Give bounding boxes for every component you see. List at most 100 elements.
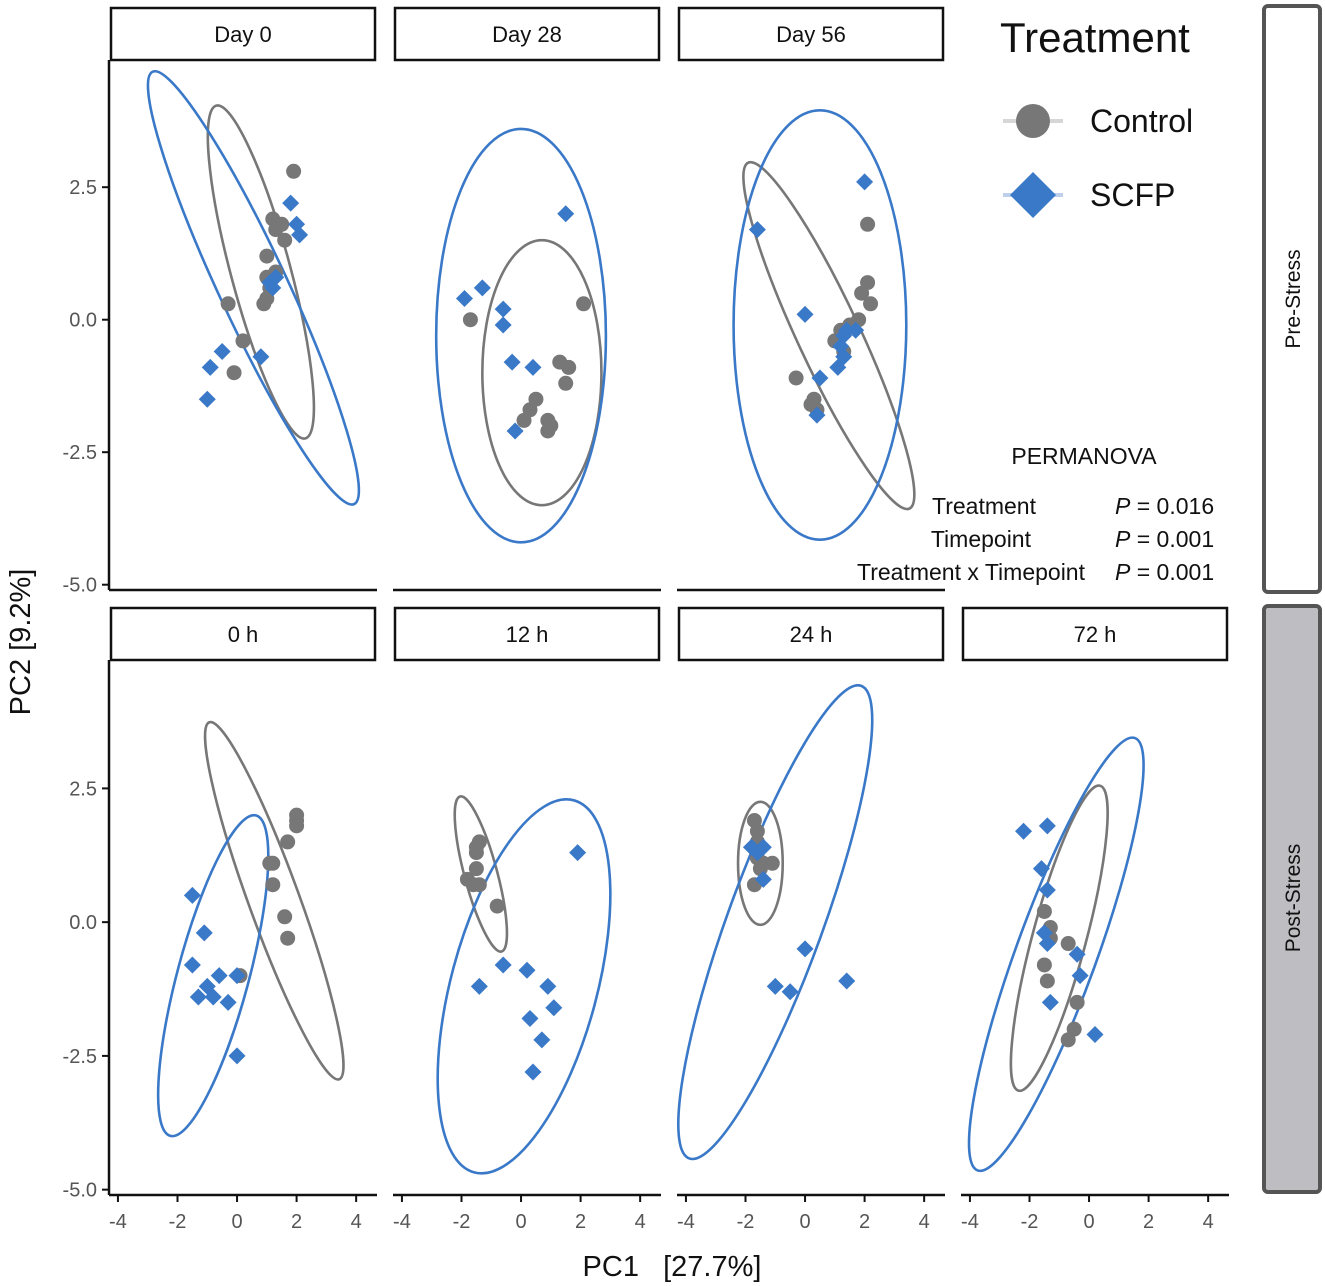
- point-scfp: [473, 279, 491, 297]
- point-scfp: [1068, 945, 1086, 963]
- y-tick-label: 0.0: [69, 310, 97, 332]
- legend-key-scfp: [1010, 172, 1056, 218]
- point-scfp: [524, 1063, 542, 1081]
- point-scfp: [228, 967, 246, 985]
- point-scfp: [219, 993, 237, 1011]
- point-scfp: [808, 406, 826, 424]
- point-scfp: [1038, 881, 1056, 899]
- x-tick-label: 2: [859, 1211, 870, 1233]
- legend-title: Treatment: [1000, 14, 1190, 61]
- y-tick-label: 2.5: [69, 778, 97, 800]
- x-tick-label: -2: [737, 1211, 755, 1233]
- panel-day-0: Day 0 2.5 0.0 -2.5 -5.0: [63, 6, 377, 597]
- point-scfp: [524, 358, 542, 376]
- facet-title-24-h: 24 h: [790, 622, 833, 647]
- point-scfp: [494, 300, 512, 318]
- point-scfp: [796, 305, 814, 323]
- point-control: [274, 216, 290, 232]
- x-tick-label: 2: [1143, 1211, 1154, 1233]
- ellipse-control-0-h: [203, 720, 345, 1081]
- point-scfp: [754, 838, 772, 856]
- point-scfp: [494, 956, 512, 974]
- point-scfp: [766, 977, 784, 995]
- y-tick-label: 0.0: [69, 912, 97, 934]
- point-control: [1039, 973, 1055, 989]
- ellipse-scfp-24-h: [677, 684, 874, 1161]
- plot-area-day-28: [434, 127, 608, 544]
- ellipse-scfp-day-28: [434, 127, 608, 544]
- point-control: [277, 232, 293, 248]
- point-scfp: [838, 972, 856, 990]
- ellipse-control-day-28: [481, 238, 603, 507]
- ellipse-scfp-0-h: [156, 813, 270, 1138]
- point-scfp: [835, 327, 853, 345]
- facet-strip-day-0: [109, 6, 377, 62]
- facet-strip-72-h: [961, 606, 1229, 662]
- point-scfp: [291, 226, 309, 244]
- point-control: [1060, 1032, 1076, 1048]
- x-tick-label: -4: [961, 1211, 979, 1233]
- point-control: [286, 163, 302, 179]
- legend-key-control: [1016, 104, 1050, 138]
- plot-area-day-56: [732, 109, 916, 541]
- ellipse-scfp-72-h: [967, 736, 1145, 1173]
- point-scfp: [455, 290, 473, 307]
- point-control: [468, 839, 484, 855]
- point-scfp: [847, 321, 865, 339]
- point-scfp: [1041, 993, 1059, 1011]
- panel-24-h: 24 h -4 -2 0 2 4: [677, 606, 945, 1233]
- panel-72-h: 72 h -4 -2 0 2 4: [961, 606, 1229, 1233]
- point-control: [576, 296, 592, 312]
- ellipse-control-day-0: [206, 104, 316, 440]
- point-scfp: [545, 999, 563, 1017]
- facet-strip-day-28: [393, 6, 661, 62]
- point-control: [220, 296, 236, 312]
- point-scfp: [1032, 860, 1050, 878]
- permanova-p-label-timepoint: P: [1115, 526, 1131, 552]
- ellipse-scfp-day-0: [146, 69, 361, 506]
- legend-label-scfp: SCFP: [1090, 177, 1175, 213]
- point-control: [280, 834, 296, 850]
- point-scfp: [1038, 935, 1056, 953]
- permanova-p-label-interaction: P: [1115, 559, 1131, 585]
- point-control: [289, 807, 305, 823]
- plot-area-0-h: [156, 720, 345, 1138]
- panel-day-28: Day 28: [393, 6, 661, 592]
- permanova-p-value-interaction: = 0.001: [1137, 559, 1214, 585]
- x-tick-label: -4: [393, 1211, 411, 1233]
- point-control: [468, 861, 484, 877]
- row-strip-pre-stress: Pre-Stress: [1262, 4, 1322, 594]
- panel-12-h: 12 h -4 -2 0 2 4: [393, 606, 661, 1233]
- point-scfp: [518, 961, 536, 979]
- x-tick-label: 4: [919, 1211, 930, 1233]
- permanova-p-value-timepoint: = 0.001: [1137, 526, 1214, 552]
- x-tick-label: 0: [1083, 1211, 1094, 1233]
- point-scfp: [183, 886, 201, 904]
- permanova-term-treatment: Treatment: [932, 493, 1037, 519]
- plot-area-72-h: [967, 736, 1145, 1173]
- x-tick-label: -2: [1021, 1211, 1039, 1233]
- y-tick-label: -5.0: [63, 575, 97, 597]
- point-scfp: [748, 221, 766, 239]
- permanova-p-value-treatment: = 0.016: [1137, 493, 1214, 519]
- plot-area-12-h: [436, 795, 612, 1175]
- point-scfp: [856, 173, 874, 191]
- x-tick-label: 4: [1203, 1211, 1214, 1233]
- point-control: [528, 391, 544, 407]
- point-scfp: [1038, 817, 1056, 835]
- point-control: [462, 312, 478, 328]
- facet-strip-12-h: [393, 606, 661, 662]
- x-tick-label: -2: [169, 1211, 187, 1233]
- x-tick-label: 2: [291, 1211, 302, 1233]
- ellipse-control-24-h: [736, 800, 785, 927]
- permanova-p-timepoint: P = 0.001: [1115, 526, 1214, 552]
- point-control: [259, 291, 275, 306]
- point-scfp: [533, 1031, 551, 1049]
- point-control: [860, 275, 876, 291]
- point-scfp: [195, 924, 213, 942]
- facet-strip-day-56: [677, 6, 945, 62]
- point-scfp: [539, 977, 557, 995]
- point-control: [558, 375, 574, 391]
- ellipse-control-72-h: [1009, 784, 1109, 1093]
- facet-title-day-56: Day 56: [776, 22, 846, 47]
